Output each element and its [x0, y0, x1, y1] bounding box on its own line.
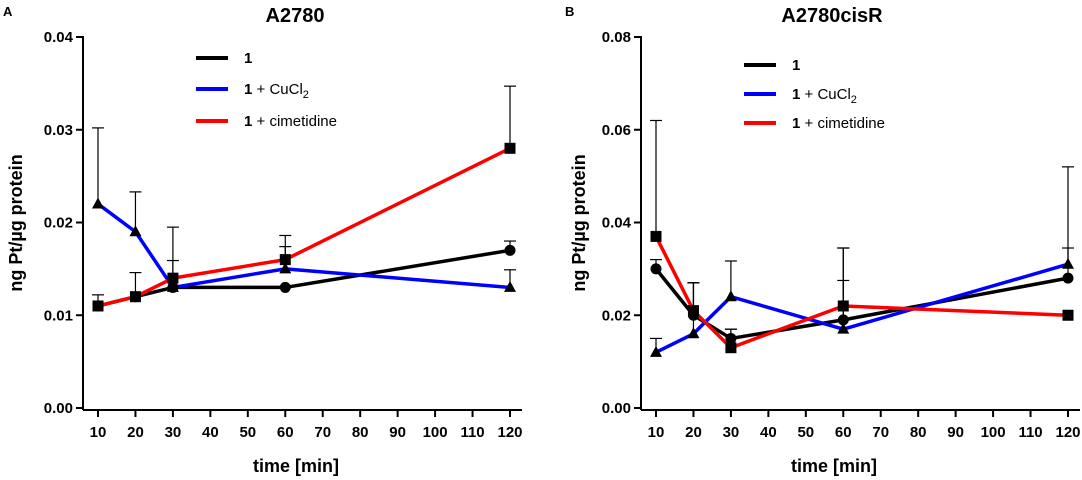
x-tick-label: 40 [202, 424, 219, 441]
x-axis-title: time [min] [791, 456, 877, 476]
data-point-triangle [687, 327, 700, 339]
legend-label: 1 + CuCl2 [244, 81, 309, 101]
y-tick-label: 0.08 [602, 29, 631, 46]
legend-item-1: 1 [196, 50, 252, 67]
y-axis-title: ng Pt/µg protein [6, 154, 26, 291]
panel-letter: A [3, 4, 13, 19]
x-tick-label: 20 [127, 424, 144, 441]
x-tick-label: 120 [497, 424, 522, 441]
series-line-1 [96, 202, 511, 290]
y-tick-label: 0.00 [602, 400, 631, 417]
x-tick-label: 30 [723, 424, 740, 441]
y-tick-label: 0.02 [44, 215, 73, 232]
data-point-circle [504, 244, 516, 256]
series-line-0 [97, 248, 511, 308]
legend-label: 1 + CuCl2 [792, 86, 857, 106]
data-point-triangle [279, 262, 292, 274]
y-tick-label: 0.02 [602, 307, 631, 324]
data-point-triangle [129, 225, 142, 237]
legend-item-1-cimetidine: 1 + cimetidine [196, 113, 337, 130]
x-tick-label: 80 [352, 424, 369, 441]
x-tick-label: 100 [981, 424, 1006, 441]
x-tick-label: 60 [277, 424, 294, 441]
data-point-triangle [837, 322, 850, 334]
x-ticks: 10 20 30 40 50 60 70 80 90 100 110 120 [90, 410, 523, 441]
series-line-0 [654, 267, 1069, 341]
panel-b: B A2780cisR ng Pt/µg protein time [min] … [565, 4, 1081, 476]
x-tick-label: 50 [239, 424, 256, 441]
y-ticks: 0.00 0.01 0.02 0.03 0.04 [44, 29, 83, 417]
data-point-triangle [724, 290, 737, 302]
y-tick-label: 0.01 [44, 307, 73, 324]
y-tick-label: 0.04 [44, 29, 74, 46]
y-tick-label: 0.00 [44, 400, 73, 417]
x-tick-label: 90 [389, 424, 406, 441]
legend-item-1-cimetidine: 1 + cimetidine [744, 115, 885, 132]
data-point-square [92, 300, 104, 312]
legend-label: 1 + cimetidine [792, 115, 885, 132]
x-tick-label: 50 [797, 424, 814, 441]
data-point-square [725, 342, 737, 354]
x-tick-label: 90 [947, 424, 964, 441]
x-tick-label: 120 [1055, 424, 1080, 441]
legend-label: 1 + cimetidine [244, 113, 337, 130]
x-tick-label: 10 [90, 424, 107, 441]
data-point-square [129, 291, 141, 303]
series-lines [654, 235, 1069, 354]
panel-a: A A2780 ng Pt/µg protein time [min] 0.00… [3, 4, 523, 476]
data-point-square [167, 272, 179, 284]
x-tick-label: 70 [314, 424, 331, 441]
legend-item-1-cucl2: 1 + CuCl2 [196, 81, 309, 101]
y-axis-title: ng Pt/µg protein [569, 154, 589, 291]
y-tick-label: 0.04 [602, 215, 632, 232]
x-tick-label: 110 [1018, 424, 1042, 441]
legend: 1 1 + CuCl2 1 + cimetidine [196, 50, 337, 130]
series-lines [96, 146, 511, 308]
legend-label: 1 [244, 50, 252, 67]
chart-title: A2780cisR [781, 5, 883, 27]
x-tick-label: 40 [760, 424, 777, 441]
data-point-triangle [166, 280, 179, 292]
panel-letter: B [565, 4, 574, 19]
data-point-circle [837, 314, 849, 326]
data-point-triangle [504, 280, 516, 292]
data-point-circle [650, 263, 662, 275]
x-tick-label: 110 [460, 424, 484, 441]
x-tick-label: 70 [872, 424, 889, 441]
data-point-triangle [1062, 257, 1074, 269]
x-tick-label: 10 [648, 424, 665, 441]
x-tick-label: 30 [165, 424, 182, 441]
data-point-square [279, 254, 291, 266]
series-markers [92, 142, 516, 312]
y-tick-label: 0.06 [602, 122, 631, 139]
legend-label: 1 [792, 57, 800, 74]
data-point-square [837, 300, 849, 312]
legend: 1 1 + CuCl2 1 + cimetidine [744, 57, 885, 132]
data-point-square [687, 305, 699, 317]
data-point-square [504, 142, 516, 154]
x-axis-title: time [min] [253, 456, 339, 476]
y-ticks: 0.00 0.02 0.04 0.06 0.08 [602, 29, 641, 417]
x-tick-label: 60 [835, 424, 852, 441]
data-point-triangle [92, 197, 104, 209]
legend-item-1-cucl2: 1 + CuCl2 [744, 86, 857, 106]
chart-title: A2780 [266, 5, 325, 27]
x-tick-label: 100 [423, 424, 448, 441]
data-point-circle [1062, 272, 1074, 284]
data-point-circle [725, 332, 737, 344]
y-tick-label: 0.03 [44, 122, 73, 139]
legend-item-1: 1 [744, 57, 800, 74]
x-ticks: 10 20 30 40 50 60 70 80 90 100 110 120 [648, 410, 1081, 441]
data-point-triangle [650, 345, 662, 357]
x-tick-label: 20 [685, 424, 702, 441]
x-tick-label: 80 [910, 424, 927, 441]
data-point-square [1062, 309, 1074, 321]
error-bars [92, 85, 516, 306]
data-point-square [650, 230, 662, 242]
data-point-circle [279, 281, 291, 293]
series-markers [650, 230, 1074, 357]
